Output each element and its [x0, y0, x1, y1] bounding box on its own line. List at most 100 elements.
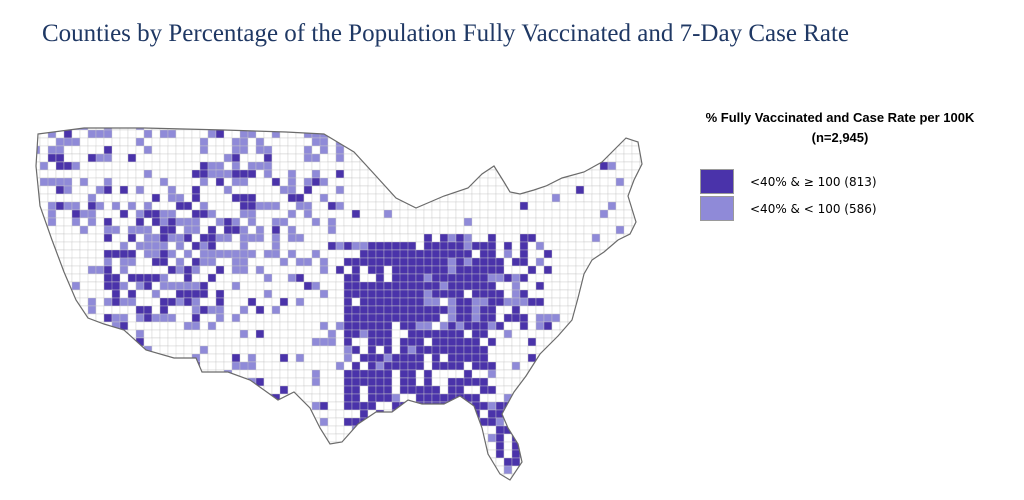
county-cell — [223, 193, 233, 203]
county-cell — [463, 377, 473, 387]
county-cell — [303, 449, 313, 459]
county-cell — [295, 377, 305, 387]
county-cell — [215, 385, 225, 395]
county-cell — [639, 169, 642, 179]
county-cell — [615, 281, 625, 291]
county-cell — [151, 457, 169, 467]
county-cell — [351, 449, 361, 459]
county-cell — [383, 329, 393, 339]
county-cell — [135, 257, 145, 267]
county-cell — [239, 217, 249, 227]
county-cell — [423, 129, 433, 139]
county-cell — [279, 209, 289, 219]
county-cell — [87, 377, 97, 387]
county-cell — [351, 385, 361, 395]
county-cell — [272, 482, 288, 487]
county-cell — [271, 225, 281, 235]
county-cell — [583, 473, 593, 480]
county-cell — [143, 441, 153, 451]
county-cell — [143, 433, 153, 443]
county-cell — [447, 321, 457, 331]
county-cell — [175, 265, 185, 275]
county-cell — [359, 289, 369, 299]
county-cell — [231, 449, 241, 459]
county-cell — [55, 457, 65, 467]
county-cell — [479, 128, 489, 131]
county-cell — [535, 337, 545, 347]
county-cell — [183, 369, 193, 379]
county-cell — [648, 402, 656, 410]
county-cell — [496, 482, 504, 487]
county-cell — [631, 393, 642, 403]
county-cell — [103, 273, 113, 283]
county-cell — [487, 401, 497, 411]
county-cell — [639, 409, 642, 419]
county-cell — [511, 161, 529, 171]
county-cell — [383, 217, 393, 227]
county-cell — [55, 193, 65, 203]
county-cell — [455, 377, 465, 387]
county-cell — [79, 457, 89, 467]
county-cell — [255, 401, 265, 411]
county-cell — [119, 129, 129, 139]
county-cell — [623, 257, 633, 267]
county-cell — [223, 353, 233, 363]
county-cell — [559, 417, 569, 427]
county-cell — [455, 465, 473, 475]
county-cell — [247, 209, 257, 219]
county-cell — [424, 482, 432, 487]
county-cell — [583, 129, 593, 139]
county-cell — [351, 329, 361, 339]
county-cell — [327, 457, 345, 467]
county-cell — [24, 290, 32, 298]
county-cell — [143, 273, 153, 283]
county-cell — [256, 482, 264, 487]
county-cell — [487, 233, 497, 243]
county-cell — [127, 145, 137, 155]
county-cell — [343, 257, 353, 267]
county-cell — [335, 393, 345, 403]
county-cell — [55, 225, 65, 235]
county-cell — [207, 129, 217, 139]
county-cell — [271, 249, 281, 259]
county-cell — [183, 145, 193, 155]
county-cell — [231, 401, 249, 411]
county-cell — [103, 441, 113, 451]
county-cell — [551, 337, 561, 347]
county-cell — [263, 281, 273, 291]
county-cell — [375, 313, 385, 323]
county-cell — [463, 273, 473, 283]
county-cell — [199, 128, 209, 131]
county-cell — [519, 153, 529, 163]
county-cell — [159, 185, 169, 195]
county-cell — [303, 249, 313, 259]
county-cell — [583, 128, 593, 131]
county-cell — [543, 457, 553, 467]
county-cell — [239, 201, 249, 211]
county-cell — [367, 193, 377, 203]
county-cell — [159, 385, 169, 395]
county-cell — [455, 193, 465, 203]
county-cell — [36, 401, 41, 411]
county-cell — [455, 201, 465, 211]
county-cell — [631, 201, 642, 211]
county-cell — [479, 257, 489, 267]
county-cell — [423, 417, 433, 427]
county-cell — [415, 193, 425, 203]
county-cell — [471, 233, 481, 243]
county-cell — [55, 281, 65, 291]
county-cell — [575, 449, 585, 459]
county-cell — [567, 369, 577, 379]
county-cell — [423, 401, 433, 411]
county-cell — [383, 441, 393, 451]
county-cell — [495, 305, 505, 315]
county-cell — [599, 409, 609, 419]
county-cell — [39, 457, 49, 467]
county-cell — [36, 385, 41, 395]
county-cell — [631, 361, 642, 371]
county-cell — [615, 401, 625, 411]
county-cell — [455, 441, 465, 451]
county-cell — [143, 401, 153, 411]
county-cell — [367, 209, 377, 219]
county-cell — [255, 369, 265, 379]
